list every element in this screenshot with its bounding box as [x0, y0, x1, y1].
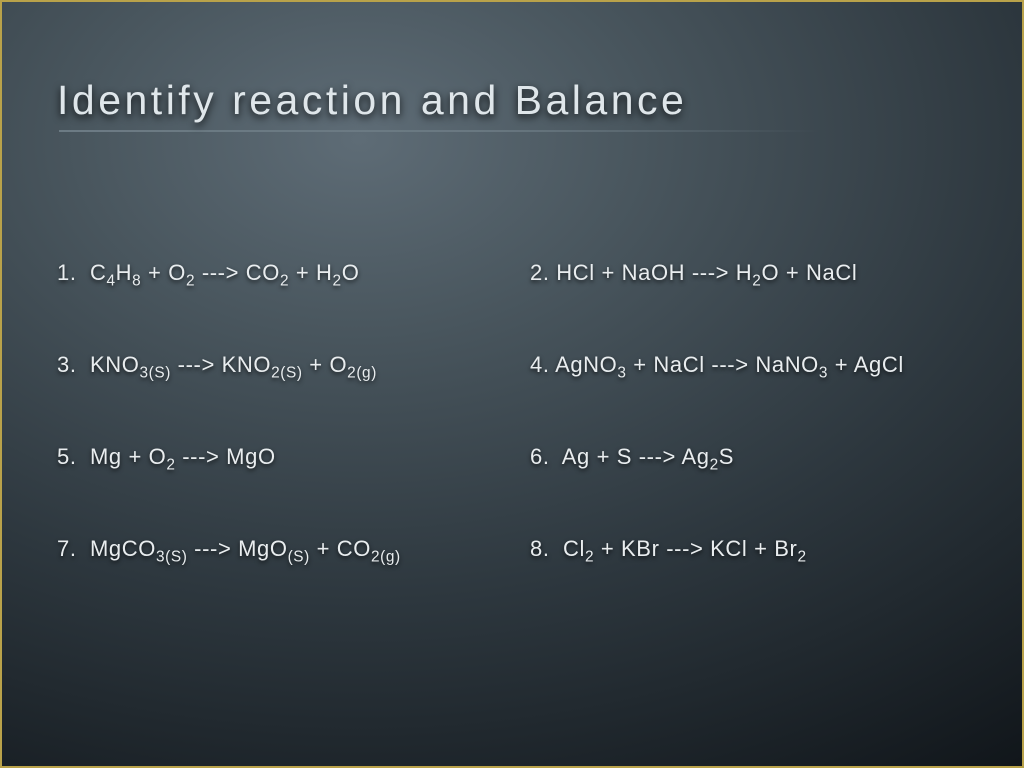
eq-formula: Ag + S ---> Ag2S [562, 444, 734, 469]
equation-2: 2. HCl + NaOH ---> H2O + NaCl [526, 260, 967, 286]
eq-number: 3. [57, 352, 77, 377]
eq-formula: MgCO3(S) ---> MgO(S) + CO2(g) [90, 536, 401, 561]
equation-7: 7. MgCO3(S) ---> MgO(S) + CO2(g) [57, 536, 498, 562]
equation-5: 5. Mg + O2 ---> MgO [57, 444, 498, 470]
eq-number: 8. [530, 536, 550, 561]
eq-formula: KNO3(S) ---> KNO2(S) + O2(g) [90, 352, 377, 377]
title-underline [59, 130, 819, 132]
eq-number: 6. [530, 444, 550, 469]
eq-number: 4. [530, 352, 550, 377]
equation-1: 1. C4H8 + O2 ---> CO2 + H2O [57, 260, 498, 286]
eq-number: 1. [57, 260, 77, 285]
eq-formula: HCl + NaOH ---> H2O + NaCl [556, 260, 857, 285]
slide-title: Identify reaction and Balance [57, 77, 967, 124]
slide: Identify reaction and Balance 1. C4H8 + … [0, 0, 1024, 768]
eq-formula: Mg + O2 ---> MgO [90, 444, 276, 469]
equation-6: 6. Ag + S ---> Ag2S [526, 444, 967, 470]
equations-grid: 1. C4H8 + O2 ---> CO2 + H2O 2. HCl + NaO… [57, 260, 967, 562]
eq-formula: Cl2 + KBr ---> KCl + Br2 [563, 536, 807, 561]
eq-number: 5. [57, 444, 77, 469]
equation-8: 8. Cl2 + KBr ---> KCl + Br2 [526, 536, 967, 562]
equation-4: 4. AgNO3 + NaCl ---> NaNO3 + AgCl [526, 352, 967, 378]
eq-formula: AgNO3 + NaCl ---> NaNO3 + AgCl [555, 352, 904, 377]
eq-number: 7. [57, 536, 77, 561]
eq-number: 2. [530, 260, 550, 285]
equation-3: 3. KNO3(S) ---> KNO2(S) + O2(g) [57, 352, 498, 378]
eq-formula: C4H8 + O2 ---> CO2 + H2O [90, 260, 359, 285]
